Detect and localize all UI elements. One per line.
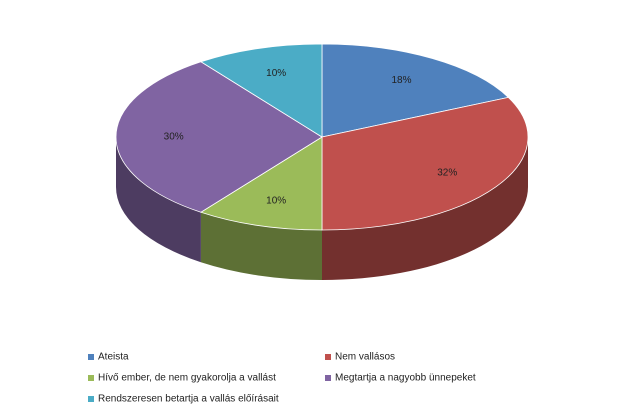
data-label: 32% xyxy=(437,168,457,179)
data-label: 30% xyxy=(164,132,184,143)
legend-swatch xyxy=(88,354,94,360)
pie-slice xyxy=(115,61,323,213)
legend-label: Rendszeresen betartja a vallás előírásai… xyxy=(98,394,279,405)
pie-side xyxy=(322,137,528,280)
data-label: 18% xyxy=(391,75,411,86)
legend-label: Hívő ember, de nem gyakorolja a vallást xyxy=(98,373,276,384)
legend-label: Ateista xyxy=(98,352,129,363)
data-label: 10% xyxy=(266,195,286,206)
pie-slice xyxy=(199,136,323,231)
data-label: 10% xyxy=(266,68,286,79)
legend-label: Megtartja a nagyobb ünnepeket xyxy=(335,373,476,384)
pie-slice xyxy=(199,43,323,138)
pie-slice xyxy=(321,96,529,231)
legend-swatch xyxy=(325,354,331,360)
pie-slice xyxy=(321,43,510,138)
legend-swatch xyxy=(325,375,331,381)
legend-label: Nem vallásos xyxy=(335,352,395,363)
legend-swatch xyxy=(88,396,94,402)
legend-swatch xyxy=(88,375,94,381)
pie-side xyxy=(115,137,201,263)
